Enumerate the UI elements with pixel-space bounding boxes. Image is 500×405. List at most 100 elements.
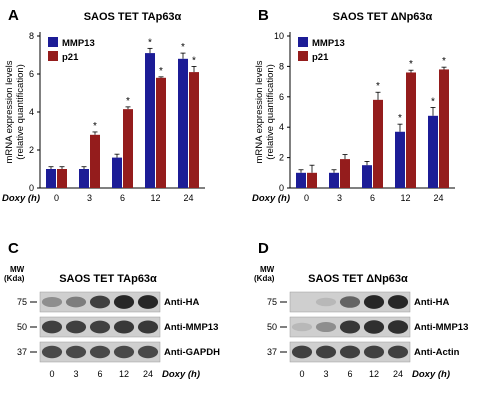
x-tick-label: 24 <box>433 193 443 203</box>
bar-mmp13-12 <box>145 53 155 188</box>
blot-band <box>65 296 87 308</box>
blot-band <box>315 321 337 333</box>
significance-asterisk: * <box>431 96 435 107</box>
blot-band <box>363 320 385 334</box>
bar-mmp13-6 <box>362 165 372 188</box>
blot-band <box>113 295 135 309</box>
blot-band <box>137 320 159 334</box>
antibody-label: Anti-GAPDH <box>164 347 220 358</box>
y-tick-label: 8 <box>279 61 284 71</box>
chart-panel-a: A SAOS TET TAp63α 0 2 4 6 8 mRNA expression lev… <box>0 0 250 230</box>
mw-marker: 37 <box>267 347 277 357</box>
blot-band <box>41 296 63 308</box>
blot-band <box>89 320 111 334</box>
x-axis-label: Doxy (h) <box>2 193 40 204</box>
blot-band <box>387 295 409 309</box>
lane-label: 12 <box>119 369 129 379</box>
blot-band <box>65 320 87 334</box>
y-axis-label-line1: mRNA expression levels <box>4 60 15 163</box>
x-tick-label: 24 <box>183 193 193 203</box>
bar-p21-0 <box>57 169 67 188</box>
bar-mmp13-12 <box>395 131 405 188</box>
western-blot-d: D MW(Kda) SAOS TET ΔNp63α 75 Anti-HA 50 Anti-M… <box>254 240 468 380</box>
blot-band <box>387 345 409 359</box>
y-tick-label: 6 <box>279 92 284 102</box>
blot-panel-d: D MW (Kda) SAOS TET ΔNp63α 75 Anti-HA 50 Anti-M… <box>250 235 500 400</box>
lane-label: 0 <box>49 369 54 379</box>
panel-label: C <box>8 240 19 257</box>
legend-label-p21: p21 <box>312 52 329 63</box>
antibody-label: Anti-MMP13 <box>164 322 218 333</box>
y-tick-label: 2 <box>279 153 284 163</box>
chart-title: SAOS TET ΔNp63α <box>333 11 433 23</box>
significance-asterisk: * <box>93 121 97 132</box>
doxy-label: Doxy (h) <box>162 369 200 380</box>
bar-p21-12 <box>406 72 416 188</box>
lane-label: 24 <box>143 369 153 379</box>
bar-p21-24 <box>439 69 449 188</box>
doxy-label: Doxy (h) <box>412 369 450 380</box>
blot-band <box>363 295 385 309</box>
blot-band <box>65 345 87 359</box>
blot-band <box>291 345 313 359</box>
legend-swatch-p21 <box>298 51 308 61</box>
y-axis-label-line2: (relative quantification) <box>15 64 26 160</box>
bar-mmp13-0 <box>296 172 306 188</box>
x-tick-label: 3 <box>87 193 92 203</box>
blot-band <box>315 297 337 307</box>
antibody-label: Anti-HA <box>414 297 449 308</box>
bar-mmp13-0 <box>46 169 56 188</box>
blot-band <box>41 320 63 334</box>
mw-marker: 37 <box>17 347 27 357</box>
blot-panel-c: C MW (Kda) SAOS TET TAp63α 75 Anti-HA 50 Anti-M… <box>0 235 250 400</box>
lane-label: 12 <box>369 369 379 379</box>
x-tick-label: 3 <box>337 193 342 203</box>
blot-band <box>89 295 111 309</box>
significance-asterisk: * <box>126 96 130 107</box>
blot-band <box>363 345 385 359</box>
significance-asterisk: * <box>442 56 446 67</box>
x-tick-label: 12 <box>400 193 410 203</box>
blot-band <box>41 345 63 359</box>
significance-asterisk: * <box>159 66 163 77</box>
x-tick-label: 6 <box>120 193 125 203</box>
legend-label-mmp13: MMP13 <box>312 38 345 49</box>
bar-mmp13-24 <box>428 115 438 188</box>
chart-panel-b: B SAOS TET ΔNp63α 0 2 4 6 8 10 mRNA expression l… <box>250 0 500 230</box>
blot-band <box>291 322 313 332</box>
bar-p21-6 <box>123 109 133 188</box>
blot-band <box>315 345 337 359</box>
y-tick-label: 0 <box>29 183 34 193</box>
lane-label: 6 <box>347 369 352 379</box>
blot-band <box>339 345 361 359</box>
legend-swatch-mmp13 <box>298 37 308 47</box>
significance-asterisk: * <box>181 42 185 53</box>
lane-label: 6 <box>97 369 102 379</box>
kda-label: (Kda) <box>4 274 25 283</box>
bar-mmp13-24 <box>178 58 188 188</box>
antibody-label: Anti-Actin <box>414 347 460 358</box>
chart-title: SAOS TET TAp63α <box>84 11 182 23</box>
blot-title: SAOS TET ΔNp63α <box>308 273 408 285</box>
blot-band <box>113 345 135 359</box>
blot-band <box>137 295 159 309</box>
antibody-label: Anti-HA <box>164 297 199 308</box>
mw-marker: 50 <box>17 322 27 332</box>
legend-swatch-mmp13 <box>48 37 58 47</box>
bar-mmp13-3 <box>79 169 89 188</box>
bar-p21-3 <box>90 134 100 188</box>
significance-asterisk: * <box>192 55 196 66</box>
mw-label: MW <box>260 265 275 274</box>
x-tick-label: 0 <box>304 193 309 203</box>
bar-p21-24 <box>189 72 199 188</box>
lane-label: 3 <box>73 369 78 379</box>
y-axis-label: mRNA expression levels(relative quantifi… <box>4 60 26 163</box>
legend-label-p21: p21 <box>62 52 79 63</box>
antibody-label: Anti-MMP13 <box>414 322 468 333</box>
mw-marker: 50 <box>267 322 277 332</box>
mw-label: MW <box>10 265 25 274</box>
panel-label: B <box>258 7 269 24</box>
x-tick-label: 6 <box>370 193 375 203</box>
significance-asterisk: * <box>148 37 152 48</box>
